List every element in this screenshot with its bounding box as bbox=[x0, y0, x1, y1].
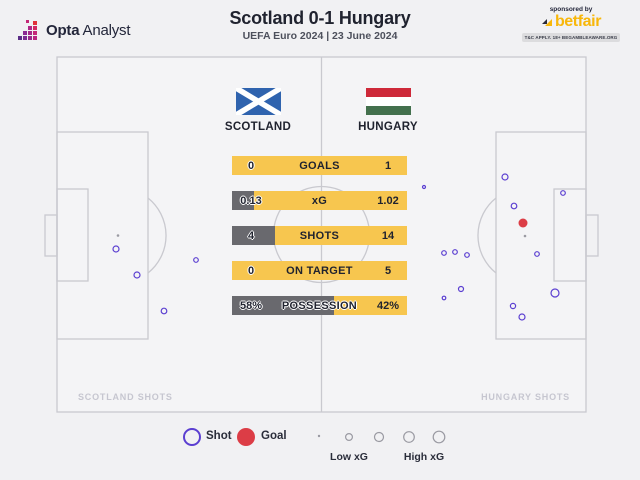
sponsor-block: sponsored by betfair T&C APPLY. 18+ BEGA… bbox=[516, 6, 626, 42]
sponsor-terms: T&C APPLY. 18+ BEGAMBLEAWARE.ORG bbox=[522, 33, 620, 42]
legend-low-xg-label: Low xG bbox=[330, 451, 368, 463]
home-value: 4 bbox=[247, 229, 255, 242]
stat-label: SHOTS bbox=[299, 229, 340, 242]
shot-marker bbox=[510, 202, 518, 210]
brand-bold: Opta bbox=[46, 21, 80, 39]
match-subtitle: UEFA Euro 2024 | 23 June 2024 bbox=[242, 30, 398, 42]
left-penalty-arc bbox=[147, 197, 167, 274]
shot-marker bbox=[193, 257, 199, 263]
pitch-lines bbox=[44, 56, 599, 413]
match-title: Scotland 0-1 Hungary bbox=[229, 8, 411, 28]
away-value: 14 bbox=[381, 229, 395, 242]
shot-marker bbox=[550, 288, 560, 298]
shot-marker bbox=[441, 295, 447, 301]
shot-marker bbox=[441, 250, 447, 256]
home-value: 0 bbox=[247, 159, 255, 172]
shot-marker bbox=[112, 245, 120, 253]
away-shots-label: HUNGARY SHOTS bbox=[481, 392, 570, 402]
left-penalty-spot bbox=[116, 234, 120, 237]
right-penalty-arc bbox=[477, 197, 497, 274]
shot-marker bbox=[457, 285, 465, 293]
legend-goal-icon bbox=[237, 428, 255, 446]
away-value: 1 bbox=[384, 159, 392, 172]
away-value: 42% bbox=[376, 299, 400, 312]
shot-marker bbox=[518, 313, 526, 321]
home-value: 0 bbox=[247, 264, 255, 277]
betfair-logo-icon bbox=[541, 19, 552, 26]
shot-marker bbox=[452, 249, 458, 255]
stat-label: GOALS bbox=[299, 159, 340, 172]
scotland-flag bbox=[236, 88, 281, 115]
xg-scale-dot-3 bbox=[373, 431, 385, 443]
home-share-fill bbox=[232, 296, 334, 315]
stat-row-possession: 58% POSSESSION 42% bbox=[232, 296, 407, 315]
stat-label: ON TARGET bbox=[286, 264, 353, 277]
legend-high-xg-label: High xG bbox=[403, 451, 445, 463]
stat-row-on-target: 0 ON TARGET 5 bbox=[232, 261, 407, 280]
shot-marker bbox=[160, 307, 168, 315]
home-team-name: SCOTLAND bbox=[224, 121, 292, 133]
goal-marker bbox=[518, 218, 528, 228]
right-goal bbox=[585, 214, 599, 257]
home-share-fill bbox=[232, 226, 275, 245]
stat-row-shots: 4 SHOTS 14 bbox=[232, 226, 407, 245]
opta-analyst-logo: Opta Analyst bbox=[18, 18, 131, 42]
stat-label: POSSESSION bbox=[281, 299, 358, 312]
legend-glyphs bbox=[183, 428, 446, 446]
away-value: 5 bbox=[384, 264, 392, 277]
xg-scale-dot-5 bbox=[432, 430, 446, 444]
sponsor-name: betfair bbox=[554, 13, 602, 30]
xg-scale-dot-1 bbox=[317, 434, 321, 438]
away-team-name: HUNGARY bbox=[358, 121, 418, 133]
shot-marker bbox=[501, 173, 509, 181]
hungary-flag bbox=[366, 88, 411, 115]
home-value: 58% bbox=[239, 299, 263, 312]
stat-label: xG bbox=[311, 194, 328, 207]
shot-marker bbox=[421, 184, 427, 190]
stat-row-goals: 0 GOALS 1 bbox=[232, 156, 407, 175]
legend-shot-icon bbox=[183, 428, 201, 446]
home-value: 0.13 bbox=[240, 194, 262, 207]
brand-text: Opta Analyst bbox=[46, 21, 131, 39]
left-goal bbox=[44, 214, 58, 257]
stat-row-xg: 0.13 xG 1.02 bbox=[232, 191, 407, 210]
home-share-fill bbox=[232, 191, 254, 210]
home-shots-label: SCOTLAND SHOTS bbox=[78, 392, 173, 402]
shot-marker bbox=[464, 252, 470, 258]
betfair-logo: betfair bbox=[516, 13, 626, 31]
shot-marker bbox=[560, 190, 566, 196]
right-penalty-spot bbox=[523, 234, 527, 238]
shot-marker bbox=[133, 271, 141, 279]
shot-marker bbox=[509, 302, 517, 310]
sponsor-tagline: sponsored by bbox=[549, 6, 593, 13]
xg-scale-dot-4 bbox=[403, 431, 415, 443]
shot-marker bbox=[534, 251, 540, 257]
opta-logo-icon bbox=[18, 20, 37, 40]
brand-regular: Analyst bbox=[82, 21, 131, 39]
legend-shot-label: Shot bbox=[206, 430, 232, 442]
penalty-spots bbox=[116, 234, 527, 238]
legend-goal-label: Goal bbox=[261, 430, 287, 442]
xg-scale-dot-2 bbox=[345, 433, 354, 442]
away-value: 1.02 bbox=[377, 194, 399, 207]
shot-markers-layer bbox=[112, 173, 566, 321]
